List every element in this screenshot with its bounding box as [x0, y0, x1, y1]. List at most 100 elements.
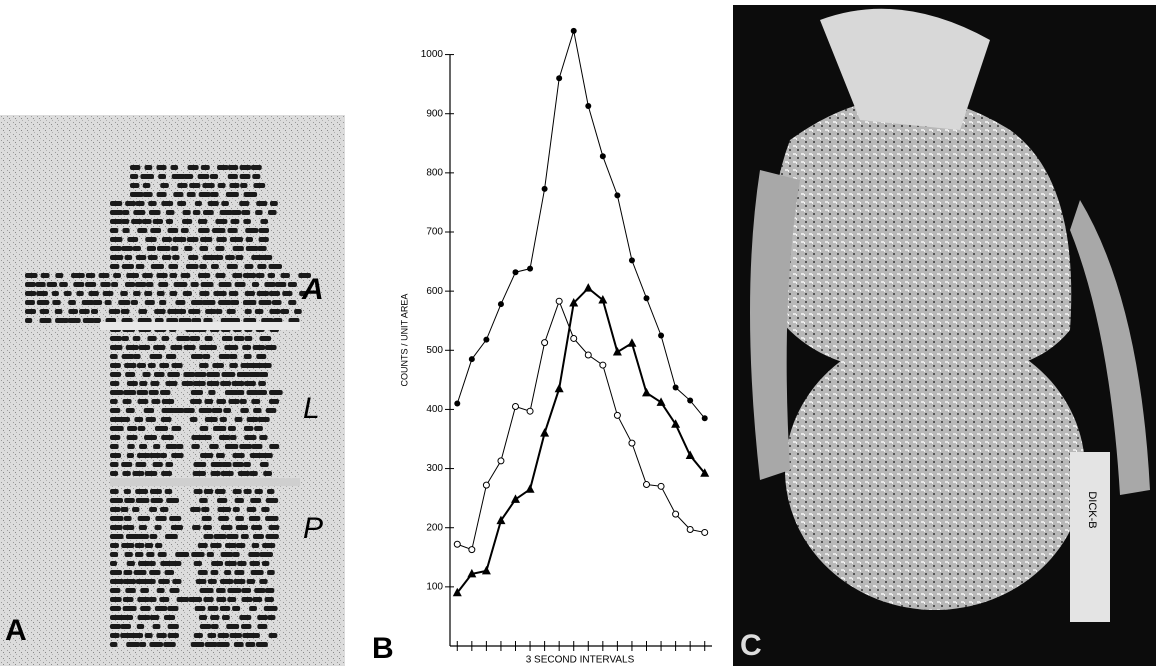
scan-dot: [207, 633, 217, 638]
series-line: [456, 30, 706, 419]
scan-dot: [250, 498, 262, 503]
scan-dot: [232, 552, 240, 557]
scan-dot: [175, 300, 186, 305]
scan-dot: [125, 588, 136, 593]
scan-dot: [241, 597, 253, 602]
point: [468, 356, 475, 363]
scan-dot: [170, 525, 184, 530]
scan-dot: [102, 291, 114, 296]
scan-dot: [219, 579, 234, 584]
scan-dot: [252, 534, 264, 539]
scan-dot: [250, 570, 264, 575]
scan-dot: [148, 210, 161, 215]
scan-dot: [142, 183, 151, 188]
scan-dot: [161, 201, 174, 206]
point: [556, 75, 563, 82]
scan-dot: [243, 489, 252, 494]
scan-dot: [252, 633, 260, 638]
scan-dot: [259, 552, 273, 557]
scan-dot: [202, 255, 216, 260]
scan-dot: [263, 471, 273, 476]
scan-dot: [144, 543, 154, 548]
scan-dot: [110, 498, 123, 503]
scan-dot: [120, 417, 130, 422]
scan-dot: [150, 498, 163, 503]
point: [570, 27, 577, 34]
scan-dot: [152, 219, 164, 224]
scan-dot: [173, 192, 184, 197]
scan-dot: [192, 381, 206, 386]
scan-dot: [253, 183, 266, 188]
scan-dot: [188, 597, 203, 602]
scan-dot: [246, 390, 260, 395]
scan-dot: [153, 444, 161, 449]
scan-dot: [210, 624, 219, 629]
point: [672, 510, 680, 518]
scan-dot: [124, 498, 135, 503]
point: [526, 407, 534, 415]
scan-dot: [234, 417, 243, 422]
scan-dot: [203, 318, 213, 323]
scan-dot: [110, 597, 122, 602]
scan-dot: [110, 633, 120, 638]
scan-dot: [217, 498, 228, 503]
scan-dot: [249, 561, 260, 566]
scan-dot: [110, 453, 122, 458]
scan-dot: [261, 363, 272, 368]
point: [671, 419, 681, 428]
scan-dot: [224, 390, 239, 395]
scan-dot: [120, 309, 130, 314]
scan-dot: [203, 597, 214, 602]
point: [555, 297, 563, 305]
point: [496, 515, 506, 525]
point: [658, 332, 665, 339]
scan-dot: [153, 372, 165, 377]
scan-dot: [220, 552, 234, 557]
scan-dot: [191, 300, 204, 305]
point: [628, 257, 635, 264]
scan-dot: [110, 390, 124, 395]
scan-dot: [203, 525, 212, 530]
scan-dot: [294, 309, 302, 314]
scan-dot: [262, 543, 276, 548]
scan-dot: [85, 282, 97, 287]
scan-dot: [244, 336, 253, 341]
scan-dot: [217, 165, 229, 170]
scan-dot: [165, 219, 174, 224]
scan-dot: [170, 345, 183, 350]
scan-dot: [85, 273, 96, 278]
scan-dot: [169, 588, 180, 593]
scan-dot: [121, 615, 134, 620]
scan-dot: [113, 273, 121, 278]
scan-dot: [218, 300, 232, 305]
scan-dot: [98, 273, 110, 278]
scan-band: [100, 322, 300, 330]
scan-dot: [209, 174, 219, 179]
scan-dot: [209, 192, 219, 197]
scan-dot: [25, 318, 33, 323]
scan-dot: [249, 606, 257, 611]
scan-dot: [237, 561, 247, 566]
scan-dot: [259, 462, 269, 467]
scan-dot: [183, 174, 194, 179]
scan-dot: [197, 543, 208, 548]
scan-dot: [122, 525, 135, 530]
scan-dot: [171, 453, 184, 458]
scan-dot: [144, 165, 153, 170]
scan-dot: [124, 363, 137, 368]
scan-dot: [146, 246, 157, 251]
point: [554, 383, 564, 393]
scan-dot: [148, 390, 159, 395]
scan-dot: [148, 201, 157, 206]
scan-dot: [299, 291, 307, 296]
y-tick-label: 1000: [421, 49, 444, 60]
scan-dot: [261, 255, 273, 260]
scan-dot: [156, 633, 167, 638]
scan-dot: [213, 534, 227, 539]
scan-dot: [229, 300, 240, 305]
scan-dot: [201, 435, 212, 440]
scan-dot: [228, 291, 239, 296]
scan-dot: [252, 345, 266, 350]
scan-dot: [214, 489, 226, 494]
scan-dot: [236, 372, 251, 377]
